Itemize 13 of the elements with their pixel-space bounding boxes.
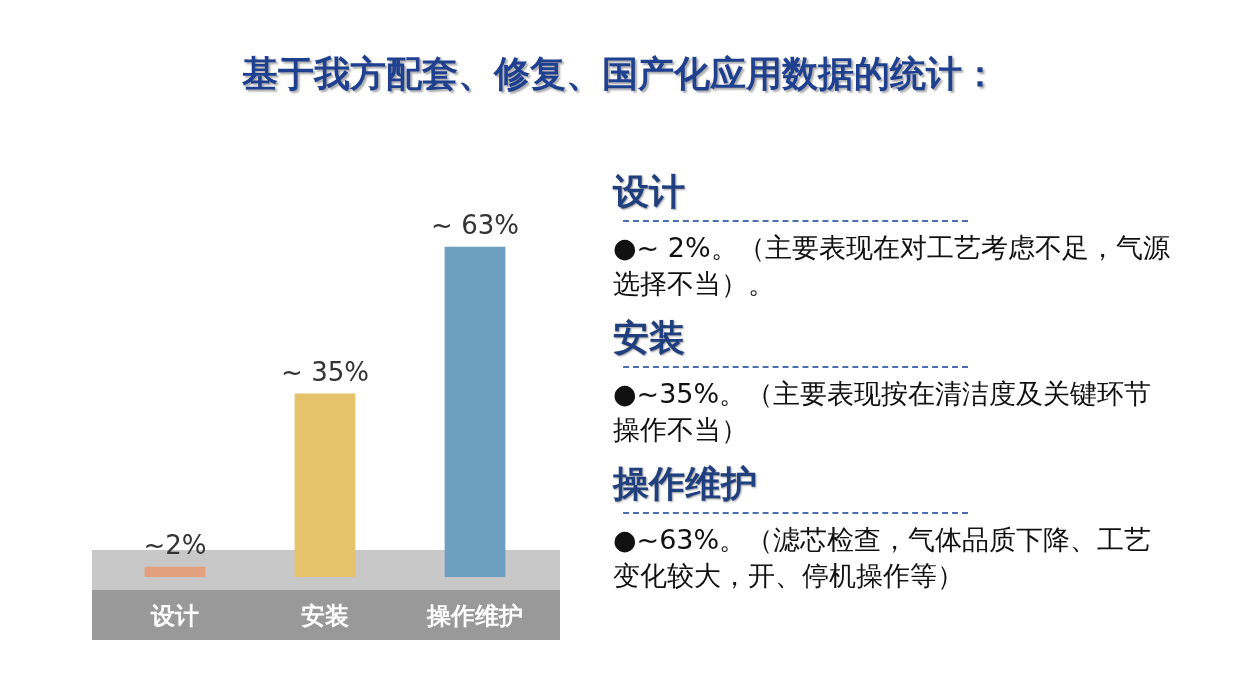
text: 安装 bbox=[613, 316, 686, 360]
text: ●~ 2%。（主要表现在对工艺考虑不足，气源选择不当）。 bbox=[613, 231, 1171, 301]
chart-title: 基于我方配套、修复、国产化应用数据的统计： bbox=[241, 52, 999, 96]
x-tick-label: 安装 bbox=[301, 601, 349, 630]
text: ●~35%。（主要表现按在清洁度及关键环节操作不当） bbox=[613, 377, 1153, 447]
x-tick-label: 操作维护 bbox=[426, 601, 523, 630]
x-tick-label: 设计 bbox=[150, 601, 199, 630]
text: 操作维护 bbox=[613, 462, 758, 506]
text: ●~63%。（滤芯检查，气体品质下降、工艺变化较大，开、停机操作等） bbox=[613, 523, 1153, 593]
data-label: ~ 63% bbox=[431, 210, 519, 241]
data-label: ~ 35% bbox=[281, 357, 369, 388]
text: 设计 bbox=[613, 170, 686, 214]
data-label: ~2% bbox=[143, 530, 207, 561]
